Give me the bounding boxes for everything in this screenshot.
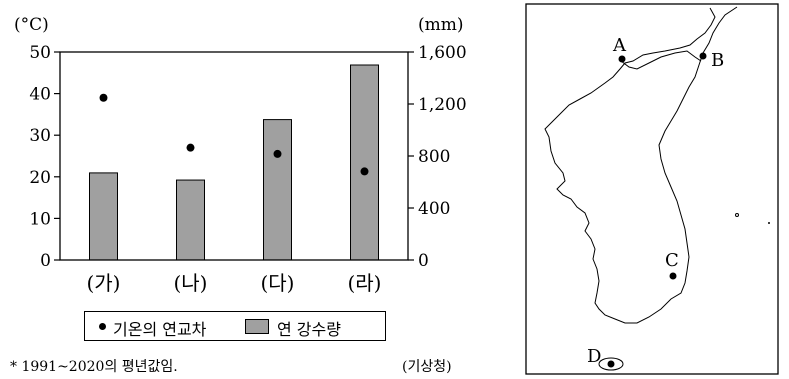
peninsula-outline [544,6,738,324]
temperature-range-point [273,149,282,158]
y-right-tick-label: 400 [418,199,450,219]
precipitation-bar [350,64,379,261]
y-right-tick-label: 1,200 [418,95,467,115]
y-right-tick-label: 800 [418,147,450,167]
x-category-label: (라) [347,271,381,295]
x-category-label: (나) [173,271,207,295]
temperature-range-point [186,143,195,152]
legend: 기온의 연교차 연 강수량 [84,311,386,341]
island-dot [768,222,770,224]
y-left-tick-label: 50 [29,43,51,63]
island-dot [735,213,739,217]
location-b-label: B [711,50,724,71]
legend-point-marker [99,323,106,330]
x-category-label: (가) [86,271,120,295]
y-left-tick-label: 40 [29,85,51,105]
location-d-label: D [587,346,601,367]
jeju-island [598,357,624,371]
y-left-tick-label: 20 [29,168,51,188]
location-d-point [607,360,615,368]
location-c-point [669,272,677,280]
source-label: (기상청) [402,359,452,375]
temperature-range-point [99,93,108,102]
map-frame [525,3,779,375]
location-b-point [699,52,707,60]
location-a-point [618,55,626,63]
location-a-label: A [612,35,627,56]
legend-item-temperature-range: 기온의 연교차 [113,320,207,339]
footnote: * 1991~2020의 평년값임. [10,359,178,375]
y-left-unit: (°C) [14,15,49,35]
y-right-tick-label: 1,600 [418,43,467,63]
y-left-tick-label: 30 [29,126,51,146]
y-right-tick-label: 0 [418,251,429,271]
precipitation-bar [89,172,118,261]
korea-map: A B C D [525,3,779,375]
legend-bar-swatch [245,319,269,334]
y-left-tick-label: 10 [29,209,51,229]
x-category-label: (다) [260,271,294,295]
location-c-label: C [665,250,679,271]
y-right-unit: (mm) [418,15,464,35]
northern-border [620,50,702,70]
precipitation-bar [263,119,292,261]
temperature-range-point [360,167,369,176]
legend-item-precipitation: 연 강수량 [277,320,341,339]
plot-frame [59,51,409,261]
precipitation-bar [176,179,205,261]
y-left-tick-label: 0 [40,251,51,271]
